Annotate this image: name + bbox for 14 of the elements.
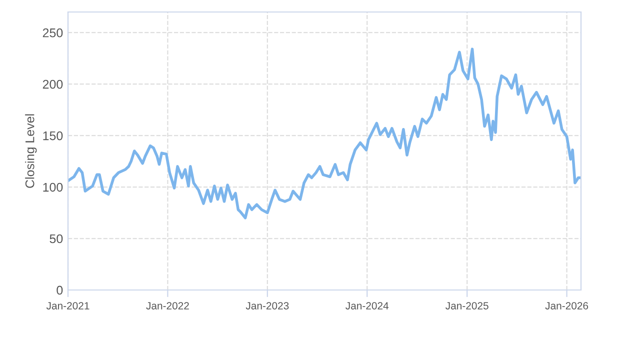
x-tick-label: Jan-2023 (246, 302, 289, 310)
y-tick-label: 0 (56, 286, 63, 295)
y-tick-label: 150 (43, 131, 63, 140)
y-tick-label: 50 (50, 234, 63, 244)
y-axis-title: Closing Level (25, 114, 37, 188)
x-tick-label: Jan-2021 (46, 302, 90, 310)
y-tick-label: 100 (43, 182, 63, 192)
line-series (68, 48, 581, 220)
y-tick-label: 200 (42, 80, 63, 89)
x-tick-label: Jan-2025 (446, 302, 488, 310)
x-tick-label: Jan-2022 (146, 302, 189, 310)
x-tick-label: Jan-2024 (346, 302, 389, 310)
y-tick-label: 250 (42, 28, 63, 38)
x-tick-label: Jan-2026 (545, 302, 588, 310)
